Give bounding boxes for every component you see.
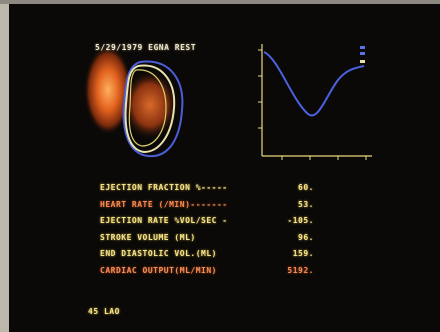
study-title: 5/29/1979 EGNA REST [95,43,196,52]
row-label: EJECTION FRACTION %----- [100,183,228,192]
row-label: EJECTION RATE %VOL/SEC - [100,216,228,225]
image-layer [0,0,440,332]
row-label: HEART RATE (/MIN)------- [100,200,228,209]
view-label: 45 LAO [88,307,120,316]
heart-scan [84,45,182,156]
volume-curve-plot [258,44,372,160]
row-value: -105. [254,216,314,225]
row-value: 60. [254,183,314,192]
row-label: CARDIAC OUTPUT(ML/MIN) [100,266,217,275]
row-label: END DIASTOLIC VOL.(ML) [100,249,217,258]
row-value: 96. [254,233,314,242]
display-screen: 5/29/1979 EGNA REST 45 LAO EJECTION FRAC… [0,0,440,332]
row-label: STROKE VOLUME (ML) [100,233,196,242]
row-value: 5192. [254,266,314,275]
row-value: 53. [254,200,314,209]
row-value: 159. [254,249,314,258]
